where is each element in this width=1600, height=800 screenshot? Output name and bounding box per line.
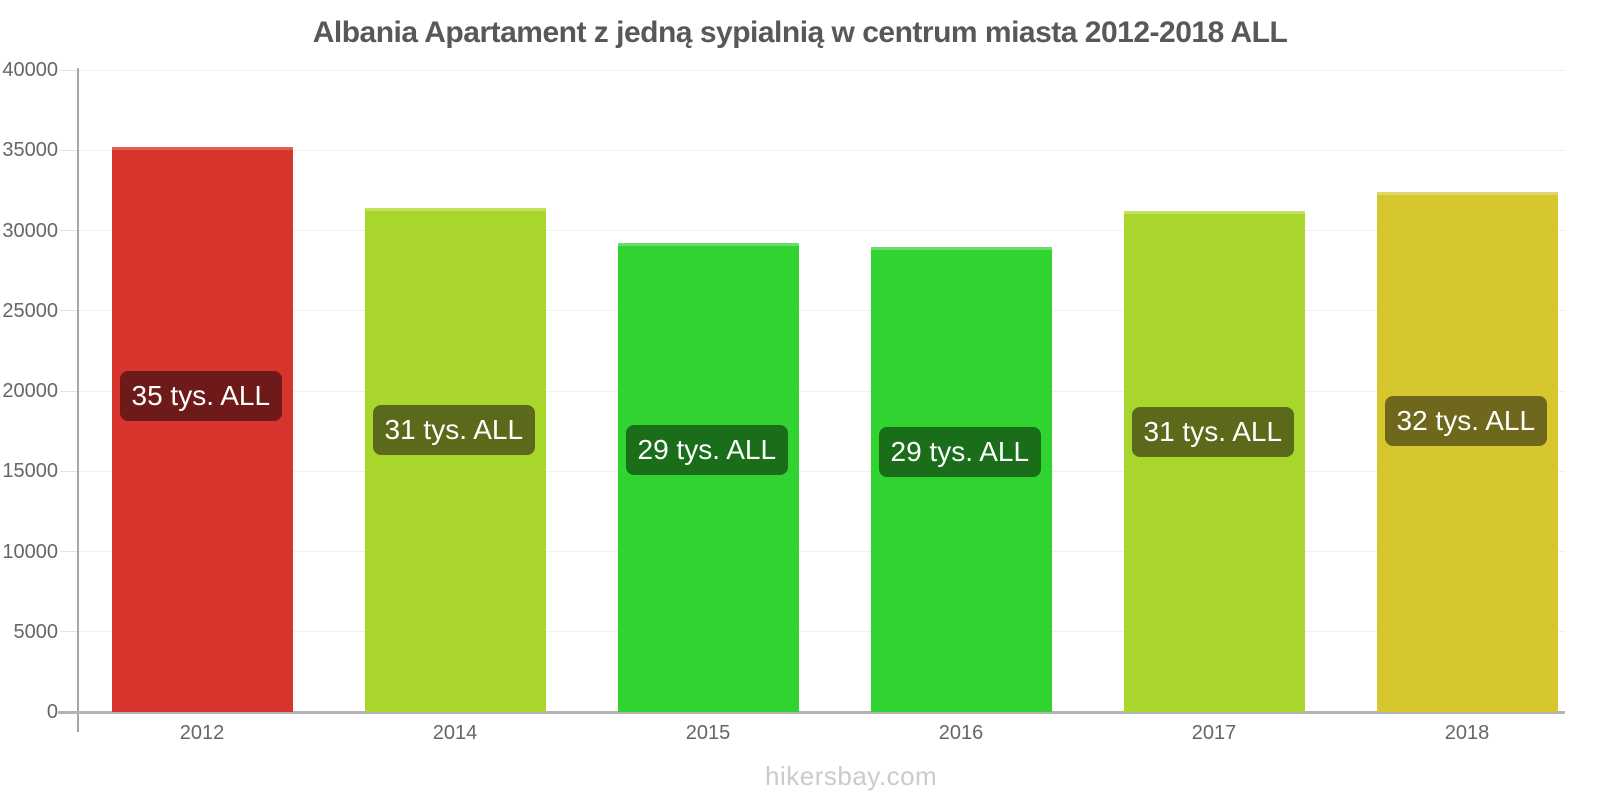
gridline xyxy=(78,230,1565,231)
y-axis-tick xyxy=(60,470,78,472)
bar-value-label: 29 tys. ALL xyxy=(625,425,789,476)
y-axis-tick-label: 25000 xyxy=(2,299,58,322)
bar-2014: 31 tys. ALL xyxy=(364,208,546,712)
bar-2016: 29 tys. ALL xyxy=(870,246,1052,712)
gridline xyxy=(78,149,1565,151)
bar-value-label: 32 tys. ALL xyxy=(1384,395,1548,446)
y-axis-tick xyxy=(60,390,78,392)
watermark: hikersbay.com xyxy=(765,761,938,791)
gridline xyxy=(78,310,1565,312)
x-axis-label-2017: 2017 xyxy=(1191,722,1237,744)
gridline xyxy=(78,551,1565,552)
y-axis-tick-label: 35000 xyxy=(2,139,58,162)
y-axis-tick xyxy=(60,551,78,552)
bar-2018: 32 tys. ALL xyxy=(1376,191,1558,712)
x-axis-label-2015: 2015 xyxy=(685,722,731,744)
y-axis-tick xyxy=(60,310,78,312)
bar-value-label: 29 tys. ALL xyxy=(878,426,1042,477)
y-axis-tick-label: 15000 xyxy=(2,460,58,483)
y-axis-tick xyxy=(60,631,78,633)
bar-2015: 29 tys. ALL xyxy=(617,243,799,712)
bar-value-label: 35 tys. ALL xyxy=(119,371,283,422)
gridline xyxy=(78,390,1565,392)
x-axis-label-2016: 2016 xyxy=(938,722,984,744)
bar-2012: 35 tys. ALL xyxy=(111,147,293,712)
y-axis-tick-label: 20000 xyxy=(2,380,58,402)
bar-value-label: 31 tys. ALL xyxy=(372,405,536,456)
y-axis-tick-label: 0 xyxy=(46,701,58,723)
y-axis-tick xyxy=(60,230,78,231)
y-axis-tick-label: 10000 xyxy=(2,540,58,563)
y-axis-tick-label: 30000 xyxy=(2,219,58,242)
x-axis-label-2018: 2018 xyxy=(1444,722,1490,744)
y-axis-tick-label: 40000 xyxy=(2,59,58,81)
x-axis-label-2014: 2014 xyxy=(432,722,478,744)
chart-title: Albania Apartament z jedną sypialnią w c… xyxy=(312,16,1288,49)
y-axis-tick xyxy=(60,69,78,71)
gridline xyxy=(78,470,1565,472)
gridline xyxy=(78,631,1565,633)
y-axis-tick-label: 5000 xyxy=(13,620,59,643)
y-axis-tick xyxy=(60,149,78,151)
bar-value-label: 31 tys. ALL xyxy=(1131,407,1295,458)
gridline xyxy=(78,69,1565,71)
x-axis-line xyxy=(58,710,1565,714)
bar-2017: 31 tys. ALL xyxy=(1123,211,1305,712)
y-axis-line xyxy=(77,68,79,732)
x-axis-label-2012: 2012 xyxy=(179,722,225,744)
